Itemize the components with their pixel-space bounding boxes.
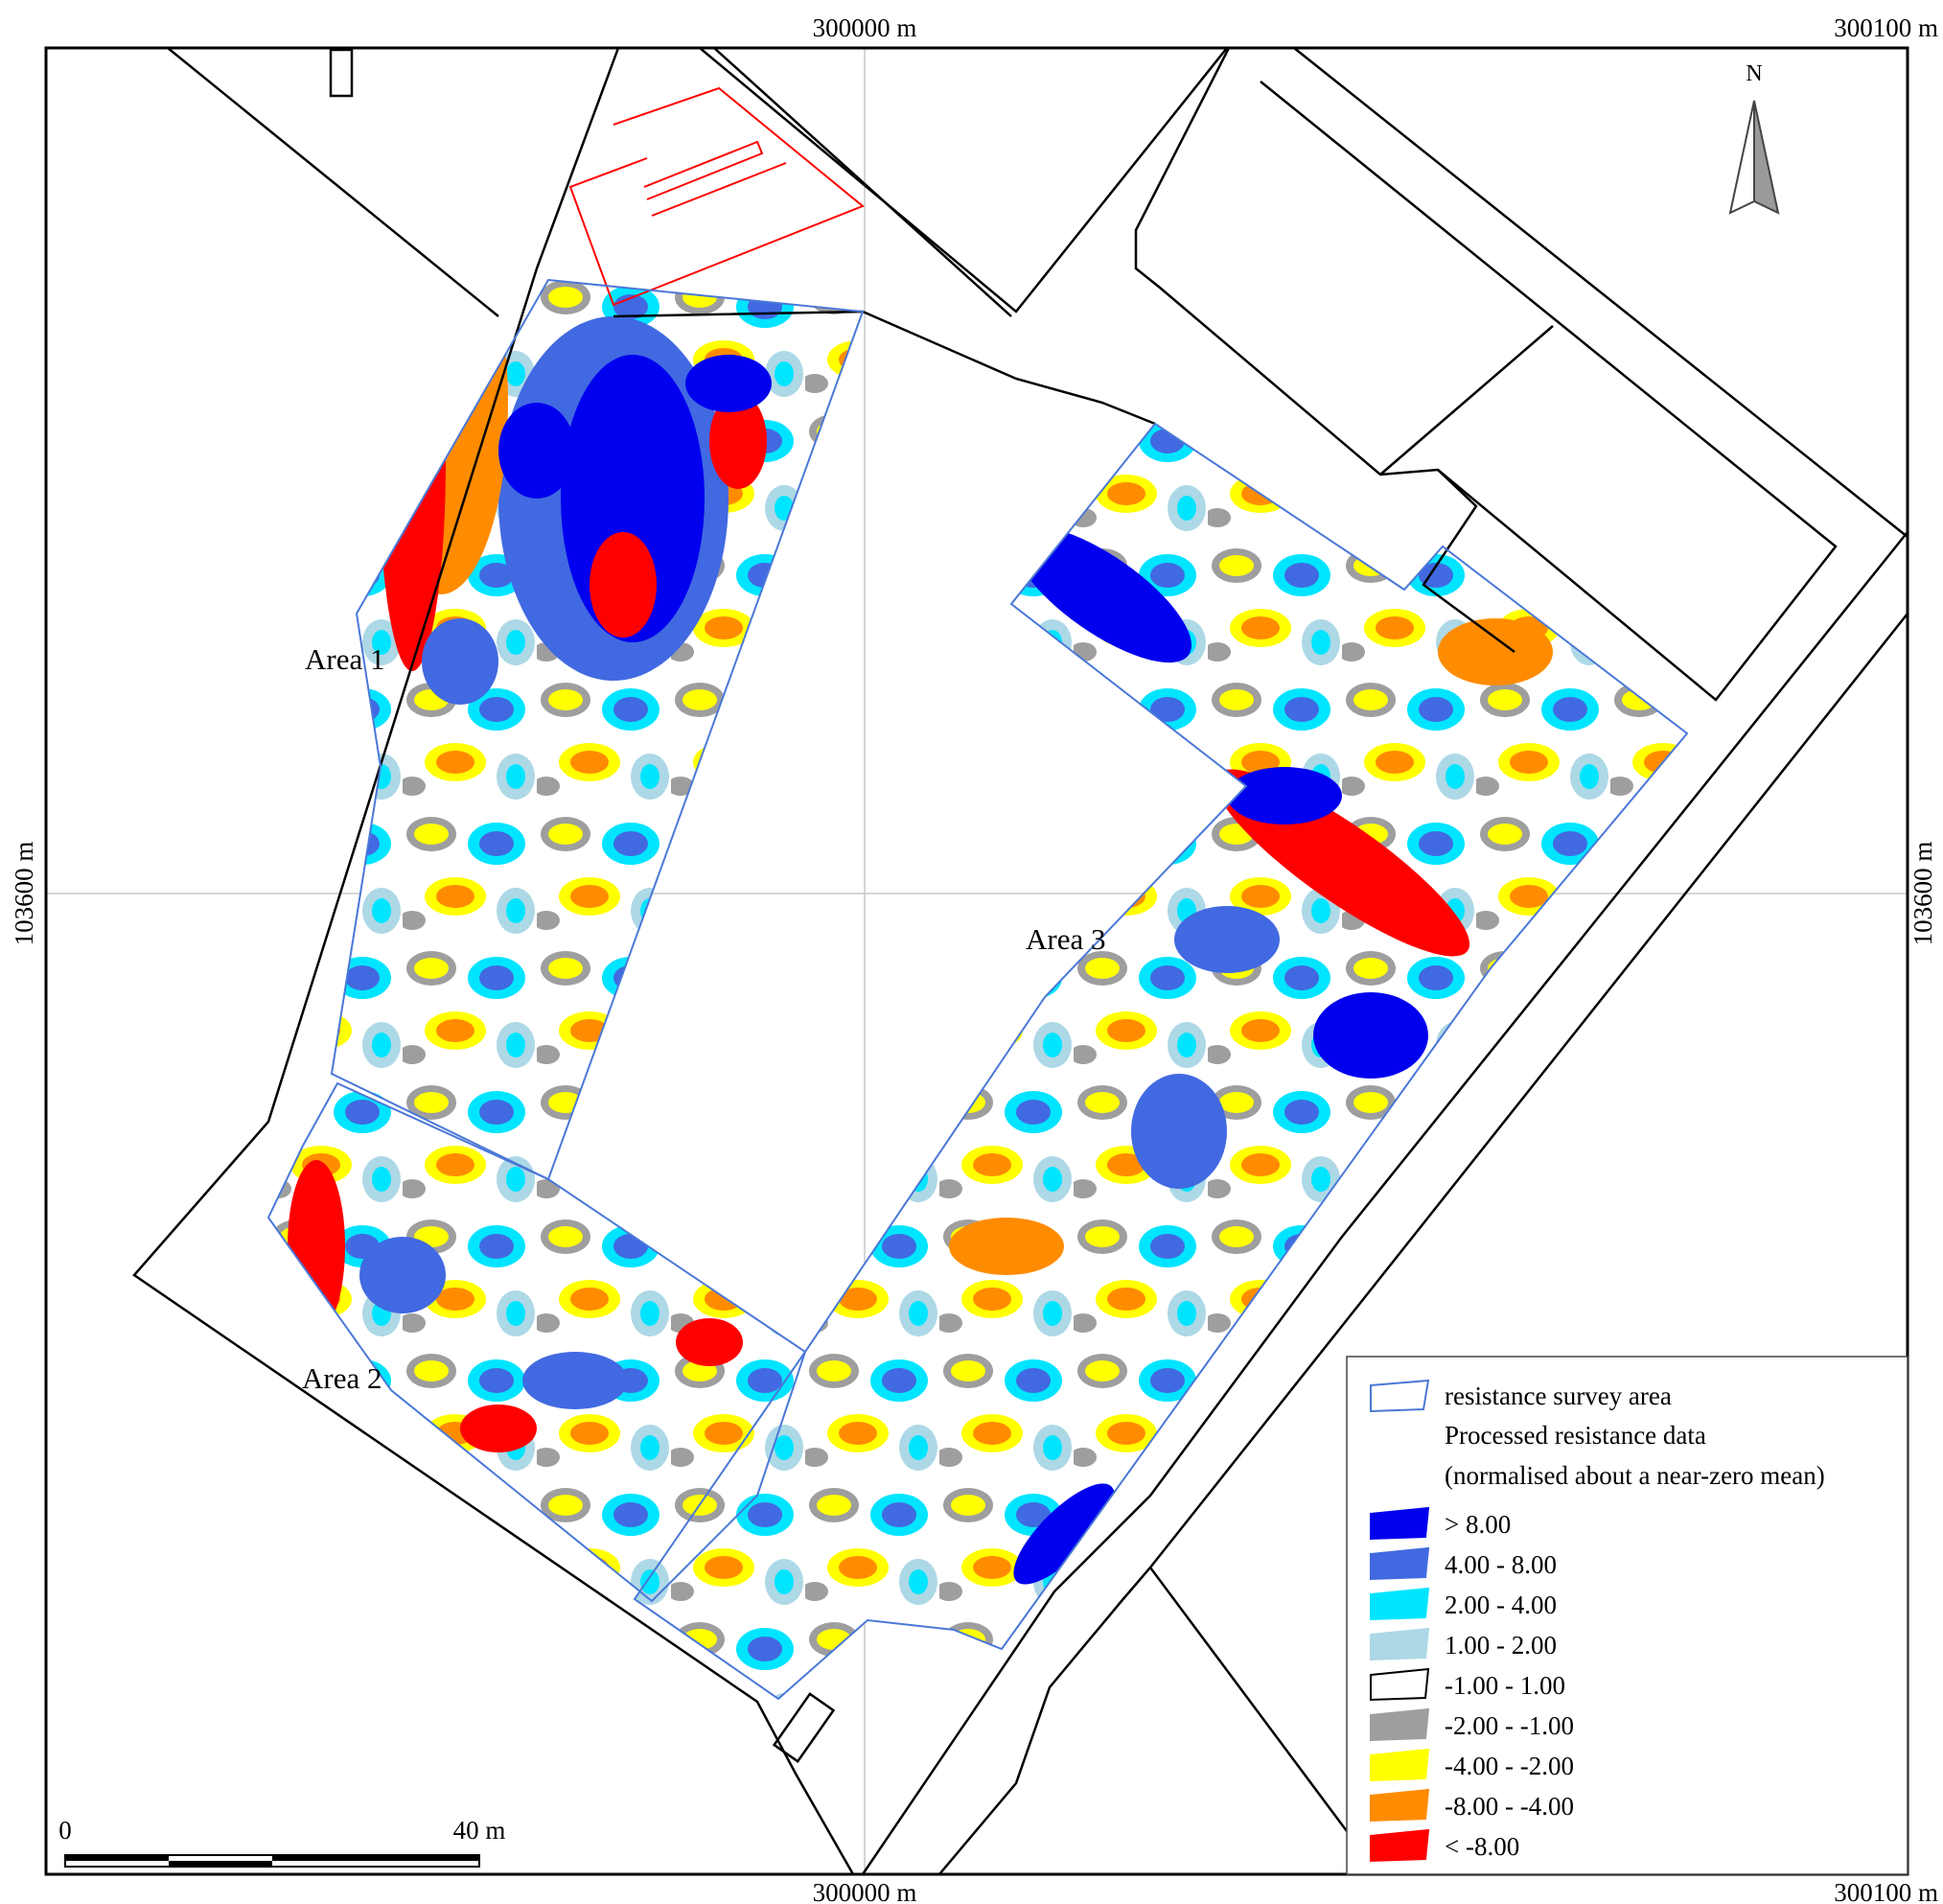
area-label-1: Area 1 [305, 642, 384, 676]
legend-class-label: -4.00 - -2.00 [1445, 1752, 1574, 1780]
boundary-lines [132, 47, 1908, 1875]
grid-label-right: 103600 m [1908, 842, 1937, 946]
legend-swatch [1370, 1546, 1430, 1581]
grid-label-bottom-right: 300100 m [1834, 1878, 1938, 1904]
feature-outline [651, 162, 787, 217]
scale-bar [64, 1854, 480, 1868]
feature-outline [568, 86, 865, 307]
legend-box [1346, 1356, 1908, 1875]
legend-swatch [1370, 1748, 1430, 1782]
boundary-line [1260, 81, 1838, 702]
legend-swatch [1370, 1707, 1430, 1742]
grid-label-top-right: 300100 m [1834, 13, 1938, 42]
small-building [772, 1692, 836, 1764]
legend-survey-area-swatch [1370, 1379, 1430, 1413]
feature-outline [643, 140, 764, 200]
north-label: N [1746, 61, 1762, 86]
legend-class-label: -1.00 - 1.00 [1445, 1671, 1565, 1700]
legend-class-label: < -8.00 [1445, 1832, 1519, 1861]
legend-survey-area-label: resistance survey area [1445, 1382, 1672, 1410]
boundary-line [699, 47, 1228, 313]
legend-class-label: -8.00 - -4.00 [1445, 1792, 1574, 1821]
area-label-2: Area 2 [302, 1361, 382, 1395]
grid-label-bottom-left: 300000 m [813, 1878, 917, 1904]
boundary-line [132, 47, 855, 1875]
legend-heading: Processed resistance data [1445, 1421, 1706, 1450]
legend-classes: > 8.00 4.00 - 8.00 2.00 - 4.00 1.00 - 2.00 -… [1370, 1506, 1574, 1863]
legend-swatch [1370, 1506, 1430, 1541]
map-frame [44, 46, 1909, 1876]
legend-swatch [1370, 1828, 1430, 1863]
boundary-line [167, 47, 499, 317]
scale-bar-start: 0 [58, 1816, 72, 1845]
legend-class-label: > 8.00 [1445, 1510, 1511, 1539]
legend-subheading: (normalised about a near-zero mean) [1445, 1461, 1825, 1490]
legend-class-label: 1.00 - 2.00 [1445, 1631, 1557, 1660]
legend-class-label: 2.00 - 4.00 [1445, 1591, 1557, 1619]
boundary-line [713, 47, 1012, 317]
legend-class-label: 4.00 - 8.00 [1445, 1550, 1557, 1579]
legend-swatch [1370, 1627, 1430, 1661]
north-arrow-icon [1728, 100, 1780, 215]
survey-area-outlines [266, 278, 1689, 1701]
survey-outline-area-2 [266, 1081, 807, 1603]
legend: resistance survey area Processed resista… [1346, 1356, 1908, 1875]
excavation-features [568, 86, 865, 307]
survey-outline-area-1 [330, 278, 865, 1181]
boundary-line [1293, 47, 1908, 538]
boundary-line [938, 613, 1908, 1875]
boundary-line [861, 531, 1908, 1875]
scale-bar-end: 40 m [453, 1816, 506, 1845]
grid-label-top-left: 300000 m [813, 13, 917, 42]
grid-label-left: 103600 m [10, 842, 38, 946]
boundary-line [1379, 325, 1554, 476]
area-label-3: Area 3 [1026, 922, 1105, 956]
survey-outline-area-3 [633, 422, 1689, 1701]
small-building [329, 48, 354, 98]
boundary-line [613, 310, 1156, 426]
legend-class-label: -2.00 - -1.00 [1445, 1711, 1574, 1740]
resistance-data-area-1 [332, 280, 863, 1179]
boundary-line [1148, 1567, 1349, 1832]
legend-swatch [1370, 1788, 1430, 1823]
legend-swatch [1370, 1587, 1430, 1621]
legend-swatch [1370, 1667, 1430, 1702]
